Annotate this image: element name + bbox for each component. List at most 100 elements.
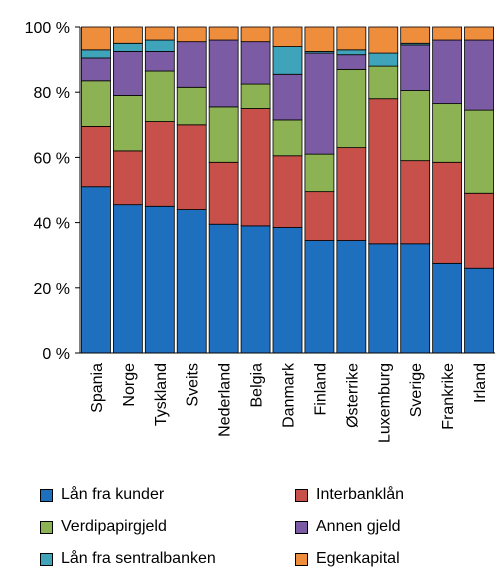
bar-segment-norge-4: [112, 42, 143, 52]
y-tick-label: 40 %: [34, 216, 70, 233]
bar-segment-spania-4: [81, 49, 111, 59]
bar-segment-sveits-0: [176, 209, 207, 354]
bar-segment-sveits-1: [176, 124, 207, 210]
legend-swatch: [295, 552, 308, 566]
bar-segment-tyskland-3: [144, 51, 175, 72]
bar-segment-tyskland-4: [144, 39, 175, 52]
legend-label: Annen gjeld: [316, 518, 401, 535]
bar-segment-belgia-3: [240, 41, 271, 85]
x-tick-label: Sverige: [408, 363, 425, 417]
bar-segment-nederland-1: [208, 161, 239, 225]
bar-segment-irland-2: [464, 109, 494, 194]
bar-segment-nederland-5: [208, 26, 239, 41]
bar-segment-irland-0: [464, 267, 494, 354]
x-tick-label: Finland: [312, 363, 329, 415]
legend-swatch: [295, 520, 308, 534]
bar-segment-spania-5: [81, 26, 111, 51]
bar-segment-sveits-2: [176, 86, 207, 126]
y-tick-label: 0 %: [42, 346, 70, 363]
bar-segment-frankrike-5: [432, 26, 463, 41]
x-tick-label: Tyskland: [153, 363, 170, 426]
bar-segment-norge-1: [112, 150, 143, 206]
y-tick-label: 100 %: [25, 20, 70, 37]
legend-item: Verdipapirgjeld: [40, 516, 167, 538]
bar-segment-tyskland-1: [144, 121, 175, 207]
bar-segment-østerrike-3: [336, 54, 367, 70]
bar-segment-luxemburg-4: [368, 52, 399, 67]
bar-segment-spania-0: [81, 186, 111, 354]
x-axis: Spania Norge Tyskland Sveits Nederland Belgia…: [80, 352, 495, 443]
bar-segment-spania-2: [81, 80, 111, 127]
bar-segment-frankrike-1: [432, 161, 463, 264]
bar-segment-sverige-3: [400, 44, 431, 91]
bar-segment-frankrike-2: [432, 103, 463, 163]
bar-segment-nederland-2: [208, 106, 239, 163]
legend-swatch: [40, 520, 53, 534]
legend-swatch: [40, 552, 53, 566]
y-axis: 0 % 20 % 40 % 60 % 80 % 100 %: [25, 20, 81, 363]
legend-swatch: [295, 488, 308, 502]
bar-segment-norge-0: [112, 204, 143, 354]
bar-segment-østerrike-1: [336, 147, 367, 241]
bar-segment-belgia-1: [240, 108, 271, 227]
bar-segment-norge-2: [112, 95, 143, 152]
bar-segment-tyskland-0: [144, 205, 175, 354]
bar-segment-belgia-5: [240, 26, 271, 43]
bar-segment-sveits-5: [176, 26, 207, 43]
bar-segment-belgia-0: [240, 225, 271, 354]
x-tick-label: Sveits: [185, 363, 202, 407]
bar-segment-norge-3: [112, 51, 143, 96]
bar-segment-luxemburg-2: [368, 65, 399, 100]
x-tick-label: Spania: [89, 363, 106, 413]
legend-item: Egenkapital: [295, 548, 400, 570]
y-tick-label: 60 %: [34, 150, 70, 167]
bar-segment-finland-0: [304, 240, 335, 354]
y-tick-label: 20 %: [34, 281, 70, 298]
bar-segment-sverige-0: [400, 243, 431, 354]
bar-segment-luxemburg-0: [368, 243, 399, 354]
bar-segment-nederland-3: [208, 39, 239, 108]
x-tick-label: Belgia: [249, 363, 266, 408]
bar-segment-belgia-2: [240, 83, 271, 109]
bar-segment-irland-3: [464, 39, 494, 111]
legend-label: Verdipapirgjeld: [61, 518, 167, 535]
bar-segment-østerrike-5: [336, 26, 367, 51]
bar-segment-frankrike-0: [432, 262, 463, 354]
bar-segment-sverige-2: [400, 90, 431, 162]
bar-segment-irland-1: [464, 192, 494, 269]
bar-segment-finland-5: [304, 26, 335, 52]
bars-group: [81, 26, 494, 354]
bar-segment-danmark-4: [272, 46, 303, 75]
bar-segment-danmark-5: [272, 26, 303, 47]
bar-segment-danmark-2: [272, 119, 303, 157]
bar-segment-finland-1: [304, 191, 335, 241]
bar-segment-finland-3: [304, 52, 335, 155]
x-tick-label: Østerrike: [344, 363, 361, 428]
bar-segment-irland-5: [464, 26, 494, 41]
bar-segment-tyskland-5: [144, 26, 175, 41]
bar-segment-finland-2: [304, 153, 335, 193]
bar-segment-luxemburg-5: [368, 26, 399, 54]
bar-segment-nederland-0: [208, 223, 239, 354]
legend-swatch: [40, 488, 53, 502]
y-tick-label: 80 %: [34, 85, 70, 102]
bar-segment-tyskland-2: [144, 70, 175, 122]
bar-segment-danmark-3: [272, 73, 303, 121]
legend-label: Lån fra sentralbanken: [61, 550, 216, 567]
legend-label: Lån fra kunder: [61, 486, 165, 503]
bar-segment-østerrike-2: [336, 68, 367, 149]
bar-segment-danmark-1: [272, 155, 303, 228]
legend-item: Annen gjeld: [295, 516, 401, 538]
bar-segment-østerrike-4: [336, 49, 367, 56]
bar-segment-spania-1: [81, 126, 111, 188]
bar-segment-danmark-0: [272, 227, 303, 354]
legend-label: Egenkapital: [316, 550, 400, 567]
bar-segment-sverige-5: [400, 26, 431, 44]
bar-segment-luxemburg-1: [368, 98, 399, 245]
x-tick-label: Frankrike: [440, 363, 457, 430]
x-tick-label: Irland: [472, 363, 489, 403]
bar-segment-sverige-1: [400, 160, 431, 245]
stacked-bar-chart: 0 % 20 % 40 % 60 % 80 % 100 % Spania Norge Tysk…: [25, 20, 495, 443]
x-tick-label: Norge: [121, 363, 138, 407]
x-tick-label: Luxemburg: [376, 363, 393, 443]
